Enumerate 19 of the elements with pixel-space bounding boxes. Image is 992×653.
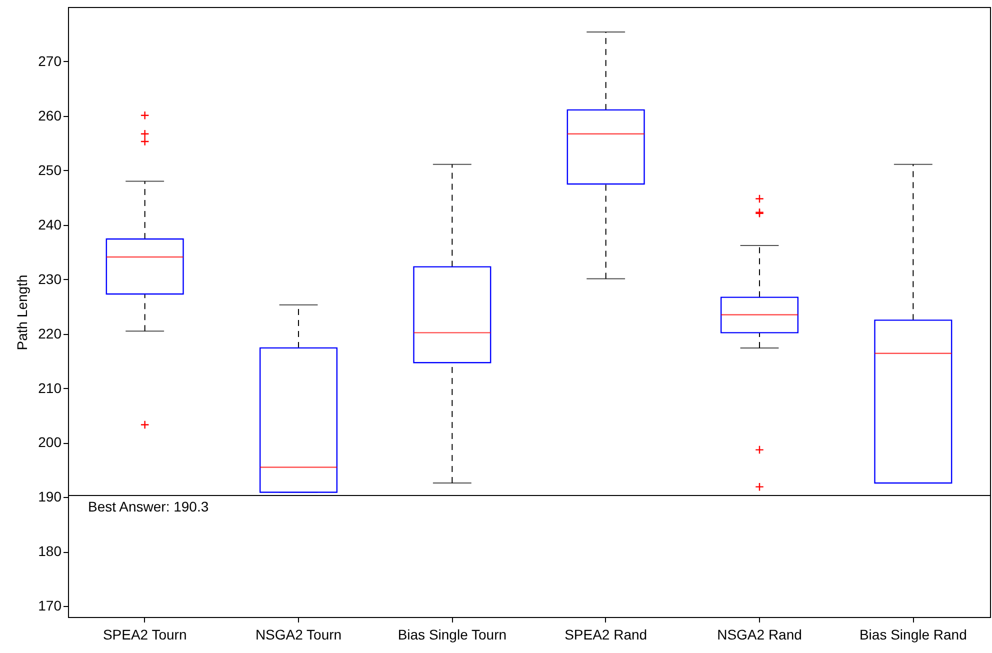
x-tick-label: NSGA2 Rand (717, 626, 802, 642)
y-tick-label: 190 (38, 488, 62, 505)
y-tick-label: 260 (38, 107, 62, 124)
y-tick-label: 250 (38, 162, 62, 178)
y-tick-label: 200 (38, 434, 62, 450)
x-tick-label: Bias Single Rand (859, 626, 967, 642)
y-tick-label: 240 (38, 216, 62, 232)
y-tick-label: 170 (38, 598, 62, 614)
x-tick-label: SPEA2 Rand (564, 626, 648, 642)
y-tick-label: 230 (38, 270, 62, 287)
x-tick-label: NSGA2 Tourn (255, 626, 342, 642)
y-tick-label: 210 (38, 380, 62, 396)
y-tick-label: 270 (38, 52, 62, 69)
y-axis-title: Path Length (14, 274, 30, 350)
x-tick-label: SPEA2 Tourn (102, 626, 187, 642)
y-tick-label: 220 (38, 325, 62, 342)
ref-line-label: Best Answer: 190.3 (88, 498, 209, 515)
x-tick-label: Bias Single Tourn (398, 626, 507, 642)
y-tick-label: 180 (38, 543, 62, 560)
